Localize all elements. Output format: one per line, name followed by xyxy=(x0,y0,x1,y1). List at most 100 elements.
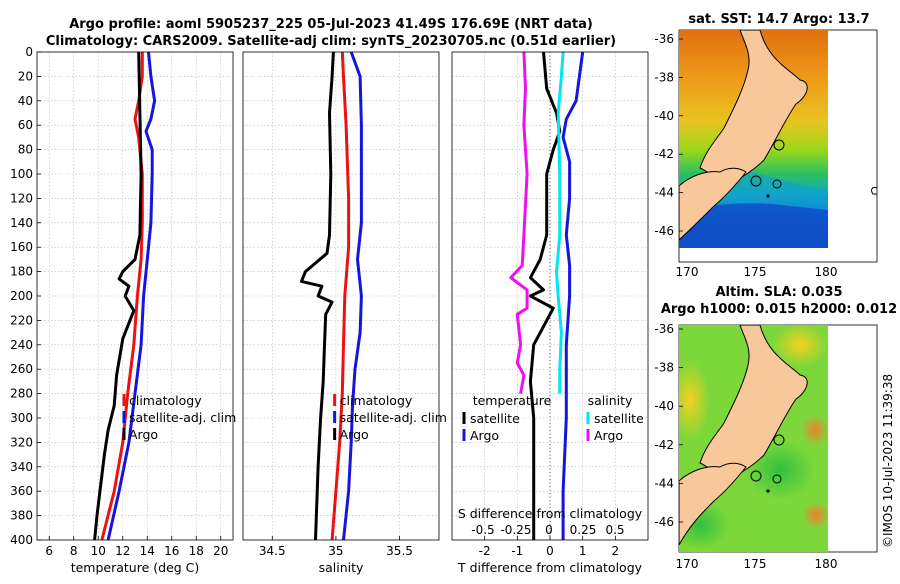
legend-entry: satellite-adj. clim xyxy=(129,410,236,425)
sst-field xyxy=(679,30,828,248)
y-tick-label: 260 xyxy=(10,362,33,376)
figure-title-line1: Argo profile: aoml 5905237_225 05-Jul-20… xyxy=(69,17,593,32)
x-tick-label: 34.5 xyxy=(259,544,286,558)
plot-frame xyxy=(242,51,440,541)
map-lat-label: -42 xyxy=(654,147,674,161)
map-lon-label: 170 xyxy=(676,557,699,571)
map-lon-label: 180 xyxy=(815,265,838,279)
map-lat-label: -44 xyxy=(654,476,674,490)
y-tick-label: 300 xyxy=(10,411,33,425)
legend-entry: Argo xyxy=(340,427,369,442)
x-tick-label: 8 xyxy=(70,544,78,558)
x-axis-label: temperature (deg C) xyxy=(71,560,200,575)
sst-map-axes: -36 -38 -40 -42 -44 -46 170 175 180 xyxy=(654,32,837,279)
s-difference-axis-label: S difference from climatology xyxy=(458,506,643,521)
y-tick-label: 160 xyxy=(10,240,33,254)
y-tick-label: 140 xyxy=(10,216,33,230)
x-tick-label: 16 xyxy=(164,544,179,558)
south-island-land xyxy=(679,167,747,241)
map-lat-label: -36 xyxy=(654,32,674,46)
x-tick-label: 18 xyxy=(189,544,204,558)
legend-entry: satellite-adj. clim xyxy=(340,410,447,425)
s-tick-label: 0.5 xyxy=(605,523,624,537)
map-lat-label: -38 xyxy=(654,70,674,84)
legend-entry: Argo xyxy=(594,428,623,443)
y-tick-label: 80 xyxy=(18,143,33,157)
y-tick-label: 240 xyxy=(10,338,33,352)
x-tick-label: -2 xyxy=(479,544,491,558)
temperature-profile-panel: 0 20 40 60 80 100 120 140 160 180 200 220 240 260 280 3… xyxy=(10,45,236,575)
south-island-land-2 xyxy=(679,462,747,546)
sst-map-title: sat. SST: 14.7 Argo: 13.7 xyxy=(688,12,869,27)
y-tick-label: 200 xyxy=(10,289,33,303)
legend-title-salinity: salinity xyxy=(588,393,633,408)
sla-field xyxy=(679,325,828,552)
sla-map-title-line1: Altim. SLA: 0.035 xyxy=(716,285,843,300)
series-s-argo xyxy=(509,51,529,394)
s-tick-label: 0 xyxy=(545,523,553,537)
s-tick-label: 0.25 xyxy=(570,523,597,537)
series-s-satellite xyxy=(555,51,565,394)
map-lat-label: -36 xyxy=(654,322,674,336)
map-lat-label: -46 xyxy=(654,515,674,529)
x-tick-label: 2 xyxy=(612,544,620,558)
plot-frame xyxy=(36,51,234,541)
x-tick-label: 35 xyxy=(328,544,343,558)
x-tick-label: 0 xyxy=(546,544,554,558)
legend-entry: satellite xyxy=(594,411,644,426)
map-lat-label: -40 xyxy=(654,399,674,413)
series-argo xyxy=(300,51,335,541)
map-lat-label: -40 xyxy=(654,109,674,123)
series-satellite-adj-clim xyxy=(342,51,363,541)
figure-title-line2: Climatology: CARS2009. Satellite-adj cli… xyxy=(46,34,616,49)
x-tick-label: 10 xyxy=(91,544,106,558)
y-tick-label: 400 xyxy=(10,533,33,547)
x-tick-label: 1 xyxy=(579,544,587,558)
s-tick-label: -0.25 xyxy=(500,523,531,537)
difference-profile-panel: -2 -1 0 1 2 T difference from climatology temp… xyxy=(451,51,649,575)
series-t-satellite xyxy=(561,51,585,540)
s-tick-label: -0.5 xyxy=(471,523,494,537)
x-tick-label: 14 xyxy=(140,544,155,558)
y-tick-label: 380 xyxy=(10,509,33,523)
y-tick-label: 320 xyxy=(10,435,33,449)
legend-entry: climatology xyxy=(340,393,413,408)
legend-entry: climatology xyxy=(129,393,202,408)
y-tick-label: 120 xyxy=(10,191,33,205)
map-lon-label: 170 xyxy=(676,265,699,279)
y-tick-label: 360 xyxy=(10,484,33,498)
y-tick-label: 220 xyxy=(10,313,33,327)
sla-map-title-line2: Argo h1000: 0.015 h2000: 0.012 xyxy=(661,302,897,317)
sla-map-axes: -36 -38 -40 -42 -44 -46 170 175 180 xyxy=(654,322,837,571)
y-tick-label: 180 xyxy=(10,265,33,279)
x-tick-label: -1 xyxy=(511,544,523,558)
map-lat-label: -46 xyxy=(654,224,674,238)
map-lon-label: 175 xyxy=(744,265,767,279)
x-tick-label: 12 xyxy=(115,544,130,558)
series-climatology xyxy=(330,51,351,541)
y-tick-label: 20 xyxy=(18,69,33,83)
y-tick-label: 280 xyxy=(10,387,33,401)
x-tick-label: 35.5 xyxy=(386,544,413,558)
plot-frame xyxy=(451,51,649,541)
x-axis-label: T difference from climatology xyxy=(457,560,643,575)
y-tick-label: 60 xyxy=(18,118,33,132)
y-tick-label: 100 xyxy=(10,167,33,181)
map-lon-label: 180 xyxy=(815,557,838,571)
map-lat-label: -42 xyxy=(654,438,674,452)
x-tick-label: 20 xyxy=(213,544,228,558)
x-axis-label: salinity xyxy=(319,560,364,575)
y-tick-label: 40 xyxy=(18,94,33,108)
legend-entry: Argo xyxy=(470,428,499,443)
legend-entry: Argo xyxy=(129,427,158,442)
map-lat-label: -44 xyxy=(654,186,674,200)
series-satellite-adj-clim xyxy=(106,51,157,541)
legend-entry: satellite xyxy=(470,411,520,426)
series-argo xyxy=(93,51,143,541)
series-t-argo xyxy=(528,51,562,540)
map-lon-label: 175 xyxy=(744,557,767,571)
legend-title-temperature: temperature xyxy=(473,393,552,408)
x-tick-label: 6 xyxy=(45,544,53,558)
imos-timestamp: ©IMOS 10-Jul-2023 11:39:38 xyxy=(881,374,895,548)
